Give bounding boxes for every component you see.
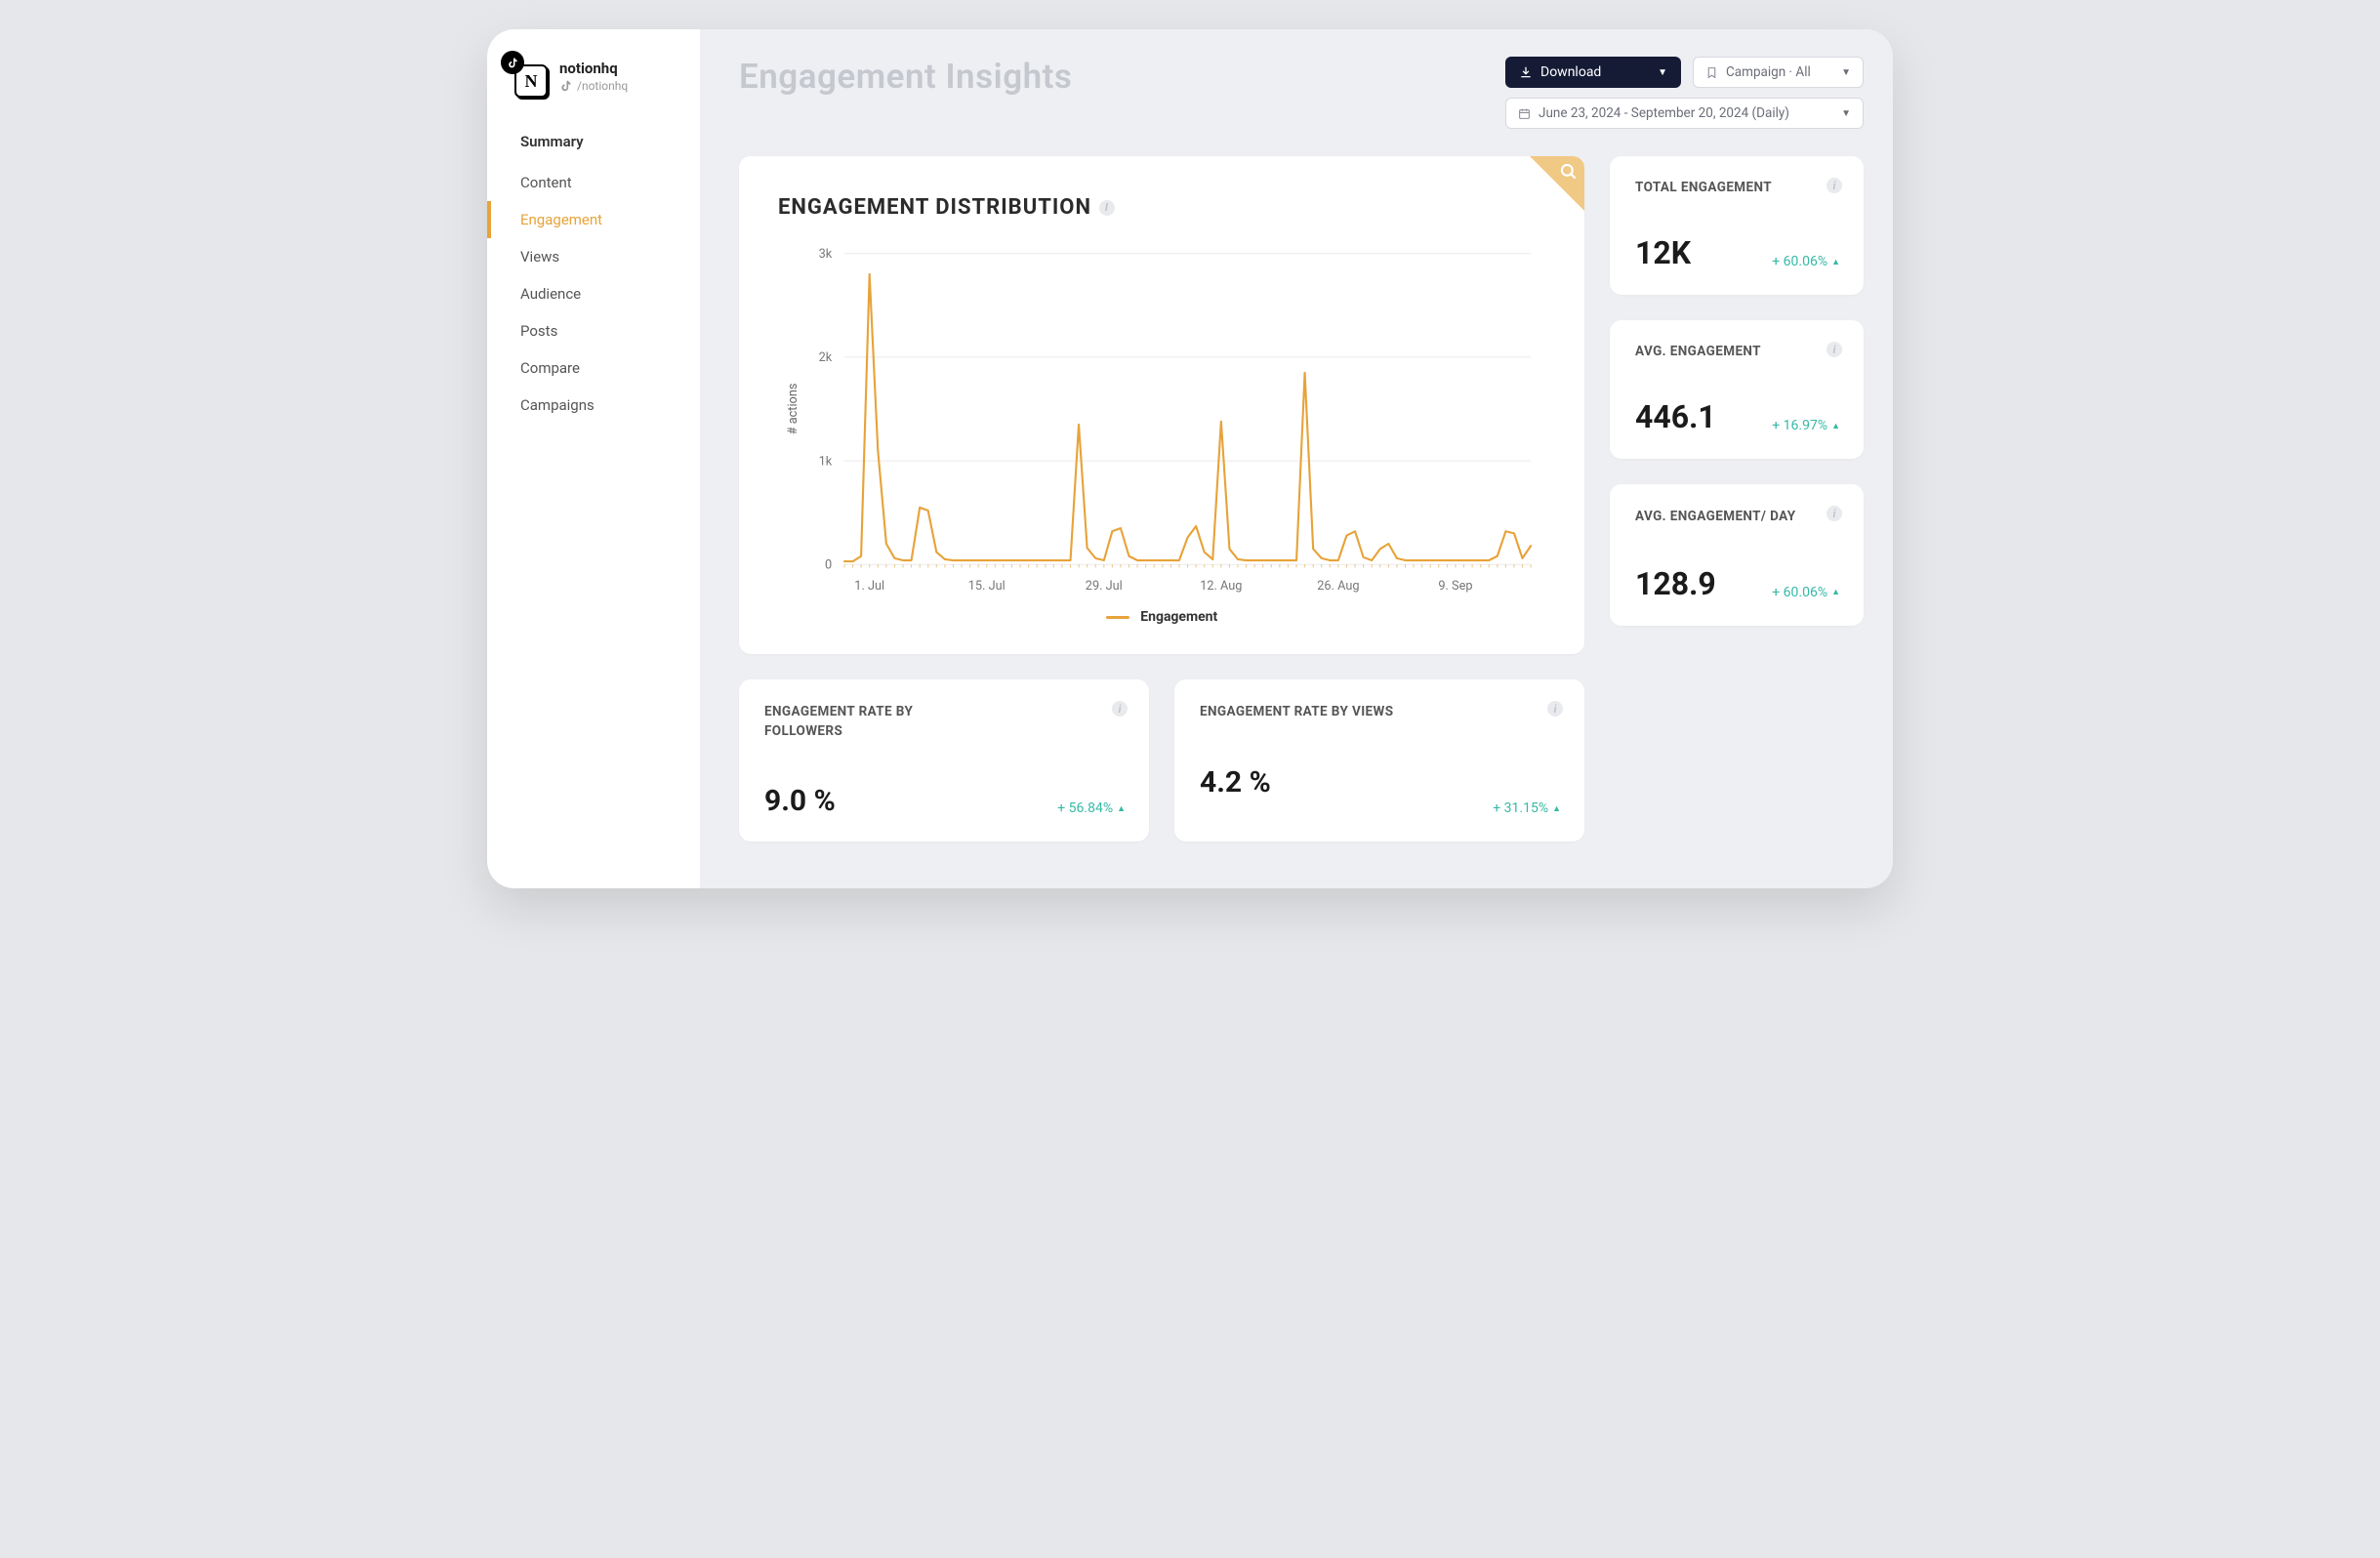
kpi-title: ENGAGEMENT RATE BY FOLLOWERS [764,703,960,741]
kpi-rate-followers: ENGAGEMENT RATE BY FOLLOWERS i 9.0 % + 5… [739,679,1149,841]
sidebar-item-views[interactable]: Views [487,238,700,275]
kpi-delta-text: + 31.15% [1493,800,1548,816]
topbar: Engagement Insights Download ▼ Campaign … [739,57,1864,129]
bottom-row: ENGAGEMENT RATE BY FOLLOWERS i 9.0 % + 5… [739,679,1584,841]
profile-handle-text: /notionhq [577,79,628,93]
info-icon[interactable]: i [1547,701,1563,717]
engagement-chart: 0 1k 2k 3k # actions 1. Jul 15. Jul 29. Jul 12. … [778,243,1545,595]
chart-card: ENGAGEMENT DISTRIBUTION i 0 1k 2k 3k # actio… [739,156,1584,654]
svg-text:3k: 3k [819,247,833,262]
col-left: ENGAGEMENT DISTRIBUTION i 0 1k 2k 3k # actio… [739,156,1584,841]
sidebar-item-campaigns[interactable]: Campaigns [487,387,700,424]
zoom-corner[interactable] [1530,156,1584,211]
kpi-rate-views: ENGAGEMENT RATE BY VIEWS i 4.2 % + 31.15… [1174,679,1584,841]
kpi-delta: + 16.97% ▲ [1772,418,1840,433]
tiktok-small-icon [559,79,573,93]
top-row-1: Download ▼ Campaign · All ▼ [1505,57,1864,88]
svg-text:2k: 2k [819,350,833,365]
sidebar-item-compare[interactable]: Compare [487,349,700,387]
kpi-title: AVG. ENGAGEMENT/ DAY [1635,508,1801,526]
sidebar-nav: SummaryContentEngagementViewsAudiencePos… [487,121,700,431]
kpi-title: TOTAL ENGAGEMENT [1635,180,1838,195]
trend-up-icon: ▲ [1117,803,1126,814]
trend-up-icon: ▲ [1831,587,1840,597]
search-icon [1559,162,1579,182]
kpi-title: AVG. ENGAGEMENT [1635,344,1838,359]
profile-avatar: N [505,55,548,98]
kpi-delta-text: + 60.06% [1772,585,1827,600]
kpi-delta-text: + 60.06% [1772,254,1827,269]
info-icon[interactable]: i [1826,342,1842,357]
bookmark-icon [1705,66,1718,79]
chart-legend: Engagement [778,609,1545,625]
svg-text:1. Jul: 1. Jul [854,579,884,594]
kpi-delta-text: + 56.84% [1057,800,1113,816]
info-icon[interactable]: i [1099,200,1115,216]
chart-title-text: ENGAGEMENT DISTRIBUTION [778,195,1091,220]
campaign-select[interactable]: Campaign · All ▼ [1693,57,1864,88]
info-icon[interactable]: i [1112,701,1128,717]
chart-wrap: 0 1k 2k 3k # actions 1. Jul 15. Jul 29. Jul 12. … [778,243,1545,625]
svg-text:1k: 1k [819,454,833,469]
trend-up-icon: ▲ [1831,421,1840,431]
top-controls: Download ▼ Campaign · All ▼ [1505,57,1864,129]
kpi-value: 4.2 % [1200,765,1559,800]
trend-up-icon: ▲ [1831,257,1840,267]
kpi-delta: + 31.15% ▲ [1493,800,1561,816]
tiktok-icon [501,51,524,74]
svg-text:0: 0 [825,558,832,573]
page-title: Engagement Insights [739,57,1072,97]
sidebar-item-engagement[interactable]: Engagement [487,201,700,238]
kpi-avg-engagement-day: AVG. ENGAGEMENT/ DAY i 128.9 + 60.06% ▲ [1610,484,1864,626]
col-right: TOTAL ENGAGEMENT i 12K + 60.06% ▲ AVG. E… [1610,156,1864,841]
sidebar-item-summary[interactable]: Summary [487,129,700,164]
content-grid: ENGAGEMENT DISTRIBUTION i 0 1k 2k 3k # actio… [739,156,1864,841]
profile-text: notionhq /notionhq [559,60,628,93]
download-button[interactable]: Download ▼ [1505,57,1681,88]
caret-down-icon: ▼ [1841,67,1851,78]
kpi-delta: + 60.06% ▲ [1772,585,1840,600]
kpi-avg-engagement: AVG. ENGAGEMENT i 446.1 + 16.97% ▲ [1610,320,1864,459]
calendar-icon [1518,107,1531,120]
kpi-delta: + 60.06% ▲ [1772,254,1840,269]
legend-swatch [1106,616,1129,619]
legend-label: Engagement [1140,609,1217,625]
kpi-title: ENGAGEMENT RATE BY VIEWS [1200,703,1395,722]
date-range-label: June 23, 2024 - September 20, 2024 (Dail… [1539,105,1789,121]
chart-title: ENGAGEMENT DISTRIBUTION i [778,195,1545,220]
download-label: Download [1540,64,1601,80]
kpi-delta-text: + 16.97% [1772,418,1827,433]
kpi-total-engagement: TOTAL ENGAGEMENT i 12K + 60.06% ▲ [1610,156,1864,295]
sidebar: N notionhq /notionhq SummaryContentEngag… [487,29,700,888]
profile-handle: /notionhq [559,79,628,93]
app-shell: N notionhq /notionhq SummaryContentEngag… [487,29,1893,888]
sidebar-item-content[interactable]: Content [487,164,700,201]
download-icon [1519,65,1533,79]
campaign-label: Campaign · All [1726,64,1811,80]
kpi-delta: + 56.84% ▲ [1057,800,1126,816]
svg-text:9. Sep: 9. Sep [1438,579,1472,594]
main: Engagement Insights Download ▼ Campaign … [700,29,1893,888]
info-icon[interactable]: i [1826,506,1842,521]
svg-text:26. Aug: 26. Aug [1317,579,1359,594]
trend-up-icon: ▲ [1552,803,1561,814]
sidebar-item-posts[interactable]: Posts [487,312,700,349]
caret-down-icon: ▼ [1841,108,1851,119]
caret-down-icon: ▼ [1658,67,1667,78]
date-range-select[interactable]: June 23, 2024 - September 20, 2024 (Dail… [1505,98,1864,129]
svg-text:# actions: # actions [786,384,800,435]
svg-text:15. Jul: 15. Jul [968,579,1005,594]
profile-block[interactable]: N notionhq /notionhq [487,55,700,121]
sidebar-item-audience[interactable]: Audience [487,275,700,312]
svg-text:12. Aug: 12. Aug [1200,579,1242,594]
svg-text:29. Jul: 29. Jul [1086,579,1123,594]
profile-name: notionhq [559,60,628,77]
info-icon[interactable]: i [1826,178,1842,193]
